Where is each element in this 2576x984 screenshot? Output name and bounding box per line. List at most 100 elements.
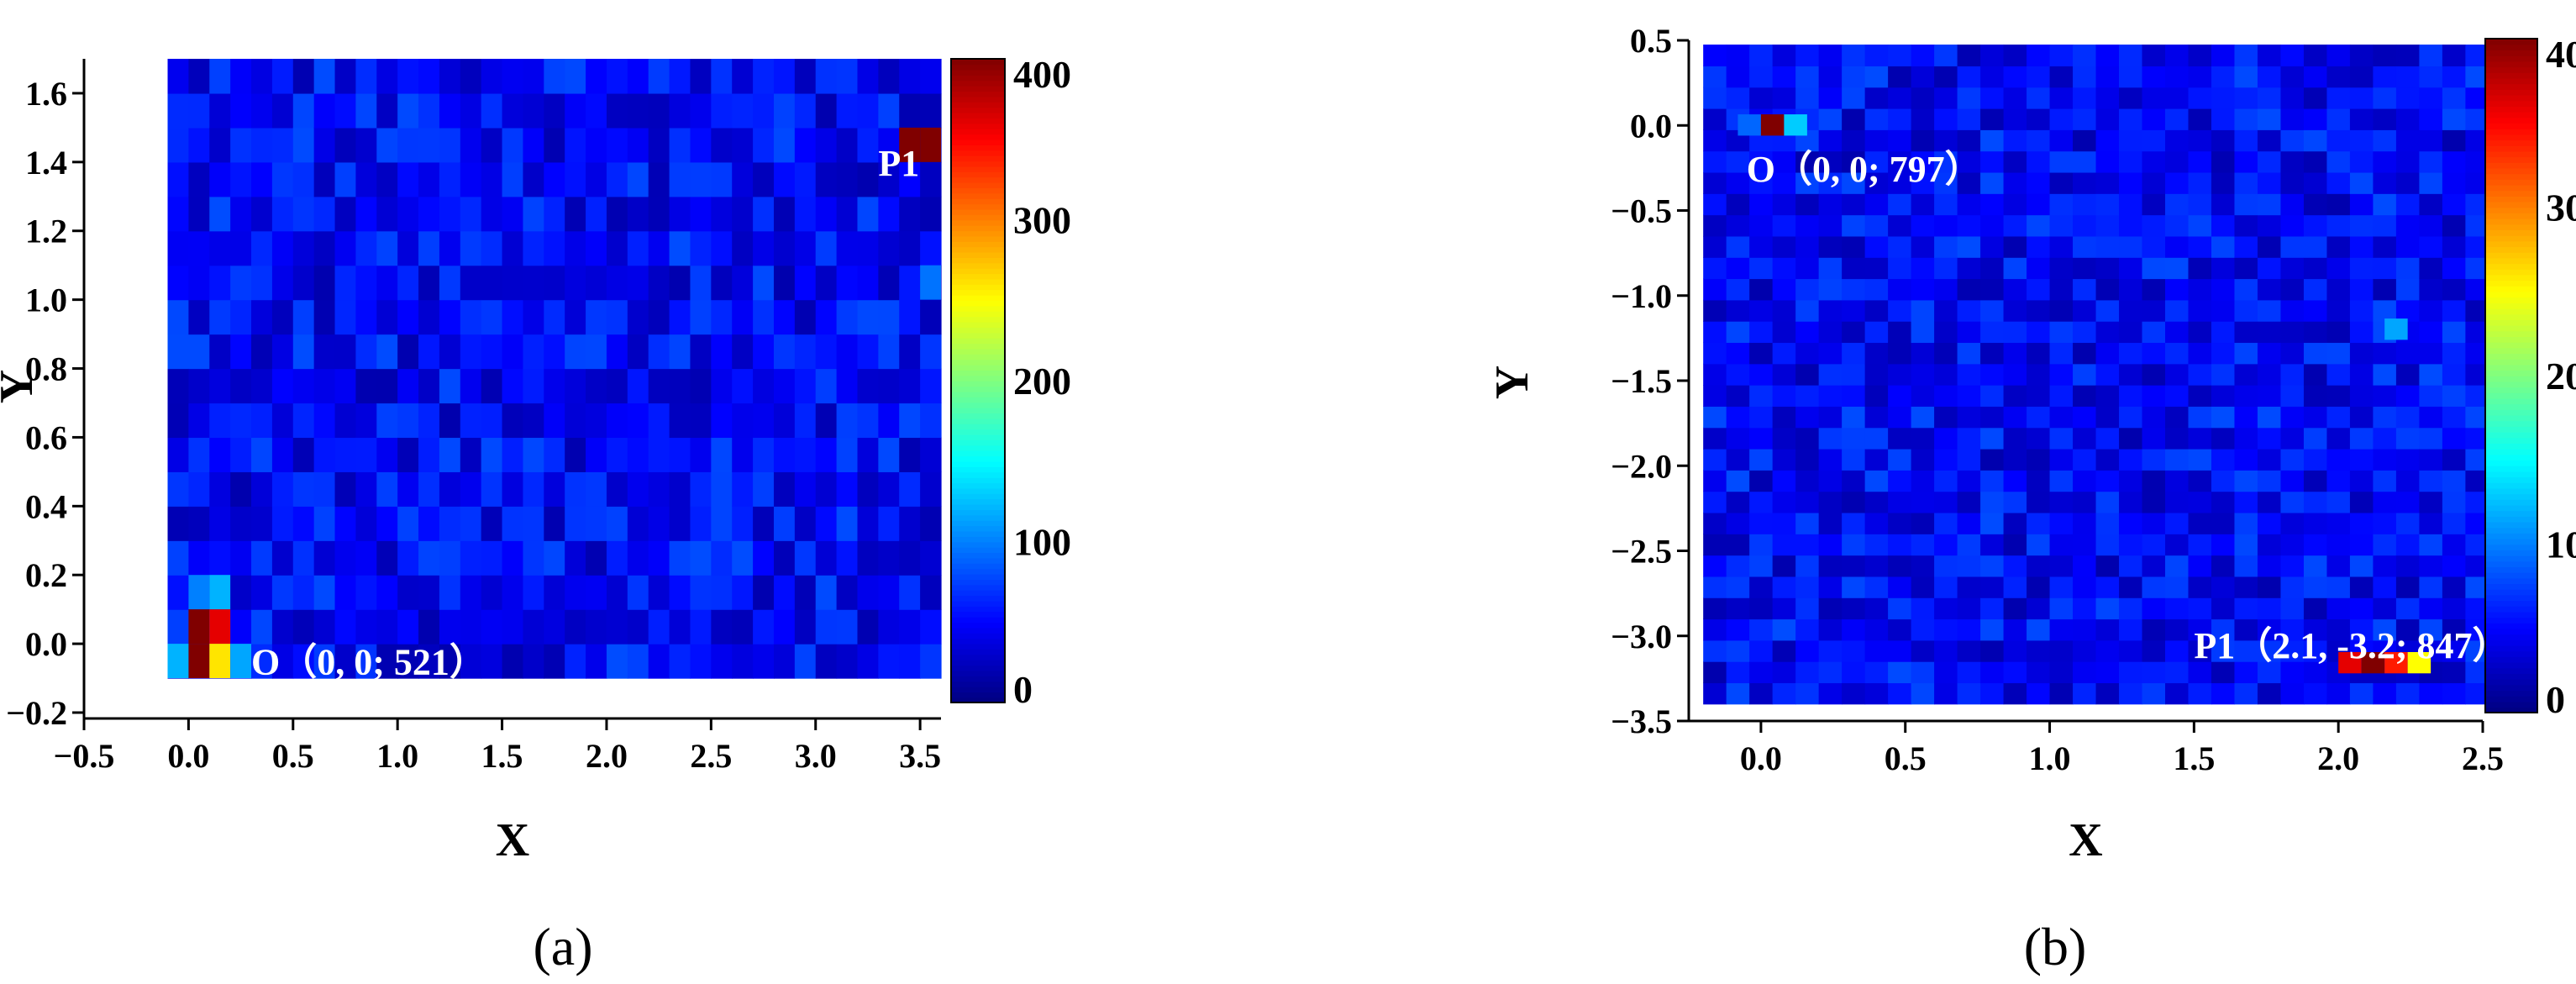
heatmap-cell: [2280, 299, 2305, 322]
colorbar-segment: [951, 107, 1005, 113]
heatmap-cell: [586, 368, 607, 404]
heatmap-cell: [418, 161, 440, 197]
heatmap-cell: [188, 161, 210, 197]
heatmap-cell: [1795, 87, 1820, 109]
colorbar-segment: [2485, 650, 2537, 657]
colorbar-segment: [2485, 44, 2537, 51]
heatmap-cell: [2119, 45, 2143, 66]
heatmap-cell: [2349, 108, 2374, 130]
heatmap-cell: [1934, 661, 1958, 684]
colorbar-segment: [951, 305, 1005, 312]
heatmap-cell: [502, 540, 524, 576]
colorbar-segment: [2485, 695, 2537, 702]
heatmap-cell: [2095, 491, 2120, 513]
colorbar-segment: [2485, 707, 2537, 713]
heatmap-cell: [1888, 342, 1912, 365]
heatmap-cell: [1934, 618, 1958, 641]
heatmap-cell: [2119, 342, 2143, 365]
heatmap-cell: [167, 230, 189, 266]
heatmap-cell: [1957, 129, 1981, 152]
heatmap-cell: [857, 230, 879, 266]
colorbar-segment: [951, 573, 1005, 580]
heatmap-cell: [1957, 427, 1981, 450]
heatmap-cell: [1864, 193, 1889, 216]
heatmap-cell: [2442, 321, 2466, 344]
heatmap-cell: [627, 334, 649, 370]
heatmap-cell: [460, 265, 482, 301]
heatmap-cell: [313, 92, 336, 129]
heatmap-cell: [1980, 449, 2005, 471]
heatmap-cell: [2188, 682, 2212, 705]
heatmap-cell: [251, 575, 273, 610]
heatmap-cell: [167, 471, 189, 507]
heatmap-cell: [2073, 342, 2097, 365]
heatmap-cell: [794, 334, 817, 370]
heatmap-cell: [2165, 257, 2190, 280]
heatmap-cell: [2142, 363, 2166, 386]
hot-cell: [209, 609, 231, 645]
heatmap-cell: [2211, 171, 2236, 194]
heatmap-cell: [2234, 661, 2258, 684]
heatmap-cell: [899, 92, 921, 129]
heatmap-cell: [439, 230, 461, 266]
heatmap-cell: [2119, 235, 2143, 258]
heatmap-cell: [2211, 576, 2236, 598]
heatmap-cell: [2419, 682, 2443, 705]
heatmap-cell: [460, 196, 482, 232]
colorbar-segment: [951, 176, 1005, 183]
colorbar-segment: [2485, 297, 2537, 303]
heatmap-cell: [1957, 555, 1981, 577]
colorbar-segment: [2485, 499, 2537, 506]
colorbar-segment: [951, 439, 1005, 446]
heatmap-cell: [2095, 555, 2120, 577]
heatmap-cell: [2373, 108, 2397, 130]
heatmap-cell: [376, 299, 398, 335]
colorbar-segment: [2485, 504, 2537, 512]
colorbar-segment: [2485, 274, 2537, 282]
heatmap-cell: [167, 437, 189, 472]
heatmap-cell: [1934, 235, 1958, 258]
heatmap-cell: [711, 506, 733, 541]
heatmap-cell: [2119, 257, 2143, 280]
heatmap-cell: [2049, 257, 2074, 280]
heatmap-cell: [523, 265, 544, 301]
heatmap-cell: [1726, 363, 1750, 386]
heatmap-cell: [376, 230, 398, 266]
heatmap-cell: [1957, 150, 1981, 173]
heatmap-cell: [2003, 214, 2027, 237]
heatmap-cell: [794, 575, 817, 610]
heatmap-cell: [2326, 129, 2351, 152]
heatmap-cell: [2419, 235, 2443, 258]
heatmap-cell: [2442, 171, 2466, 194]
heatmap-cell: [1980, 512, 2005, 534]
heatmap-cell: [481, 127, 503, 163]
heatmap-cell: [1842, 342, 1866, 365]
heatmap-cell: [2165, 321, 2190, 344]
heatmap-cell: [2142, 299, 2166, 322]
heatmap-cell: [2280, 385, 2305, 407]
heatmap-cell: [2027, 342, 2051, 365]
heatmap-cell: [815, 161, 838, 197]
colorbar-segment: [951, 145, 1005, 151]
heatmap-cell: [1842, 491, 1866, 513]
heatmap-cell: [1842, 235, 1866, 258]
colorbar-segment: [2485, 571, 2537, 579]
heatmap-cell: [690, 196, 712, 232]
heatmap-cell: [355, 575, 377, 610]
heatmap-cell: [1726, 193, 1750, 216]
colorbar-segment: [2485, 550, 2537, 556]
heatmap-cell: [2142, 214, 2166, 237]
colorbar-segment: [2485, 263, 2537, 270]
heatmap-cell: [627, 230, 649, 266]
heatmap-cell: [753, 437, 775, 472]
colorbar-segment: [2485, 347, 2537, 355]
heatmap-cell: [1888, 661, 1912, 684]
heatmap-cell: [1864, 470, 1889, 492]
heatmap-cell: [313, 59, 336, 94]
heatmap-cell: [2257, 427, 2282, 450]
hot-cell: [920, 127, 941, 162]
heatmap-cell: [606, 471, 628, 507]
heatmap-cell: [1934, 449, 1958, 471]
colorbar-segment: [2485, 201, 2537, 208]
heatmap-cell: [251, 196, 273, 232]
